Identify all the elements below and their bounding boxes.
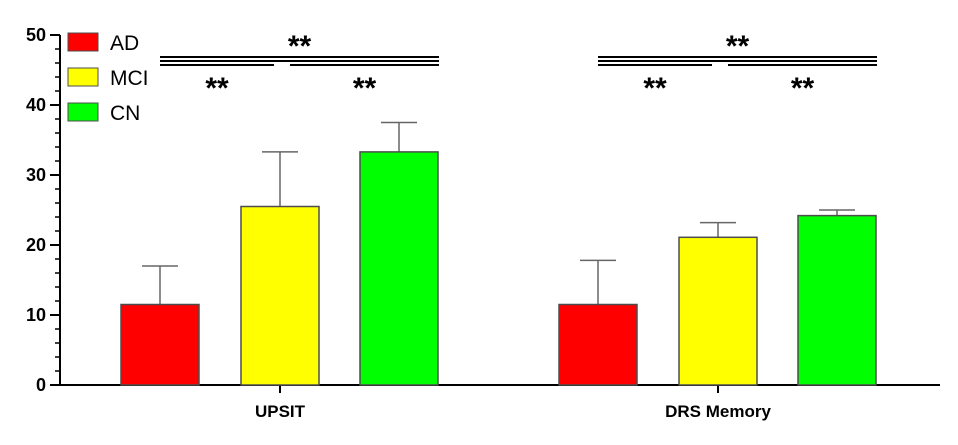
y-tick-label: 0	[36, 375, 46, 395]
y-tick-label: 50	[26, 25, 46, 45]
legend-label-ad: AD	[110, 32, 139, 55]
legend-swatch-ad	[67, 32, 99, 52]
significance-label: **	[791, 72, 815, 105]
significance-label: **	[643, 72, 667, 105]
bar-ad-drs-memory	[558, 303, 638, 386]
legend-label-mci: MCI	[110, 67, 149, 90]
significance-label: **	[205, 72, 229, 105]
bar-cn-drs-memory	[797, 214, 877, 386]
bar-mci-drs-memory	[678, 236, 758, 386]
y-tick-label: 20	[26, 235, 46, 255]
bar-cn-upsit	[359, 151, 439, 386]
y-tick-label: 40	[26, 95, 46, 115]
legend-swatch-mci	[67, 67, 99, 87]
bars	[120, 121, 877, 386]
axes: 0 10 20 30 40 50 UPSIT DRS Memory	[26, 25, 940, 421]
y-tick-label: 30	[26, 165, 46, 185]
x-category-label: DRS Memory	[665, 402, 771, 421]
significance-annotations: ** ** ** ** ** **	[160, 30, 877, 105]
legend: AD MCI CN	[67, 32, 149, 125]
significance-label: **	[288, 30, 312, 63]
x-category-label: UPSIT	[255, 402, 306, 421]
significance-label: **	[726, 30, 750, 63]
bar-ad-upsit	[120, 303, 200, 386]
legend-label-cn: CN	[110, 102, 140, 125]
significance-label: **	[353, 72, 377, 105]
legend-swatch-cn	[67, 102, 99, 122]
bar-mci-upsit	[240, 205, 320, 386]
y-tick-label: 10	[26, 305, 46, 325]
